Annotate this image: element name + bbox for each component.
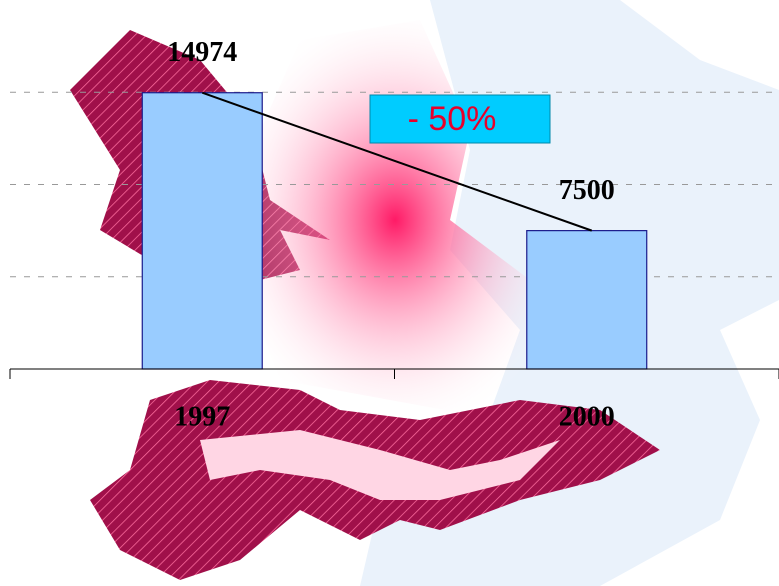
value-label: 14974	[167, 37, 237, 68]
bar	[141, 92, 263, 370]
x-tick-label: 2000	[559, 401, 615, 432]
annotation: - 50%	[408, 100, 497, 138]
trend-line	[201, 91, 593, 232]
bar	[526, 230, 648, 370]
annotation-box	[369, 94, 551, 144]
x-tick-label: 1997	[174, 401, 230, 432]
value-label: 7500	[559, 175, 615, 206]
